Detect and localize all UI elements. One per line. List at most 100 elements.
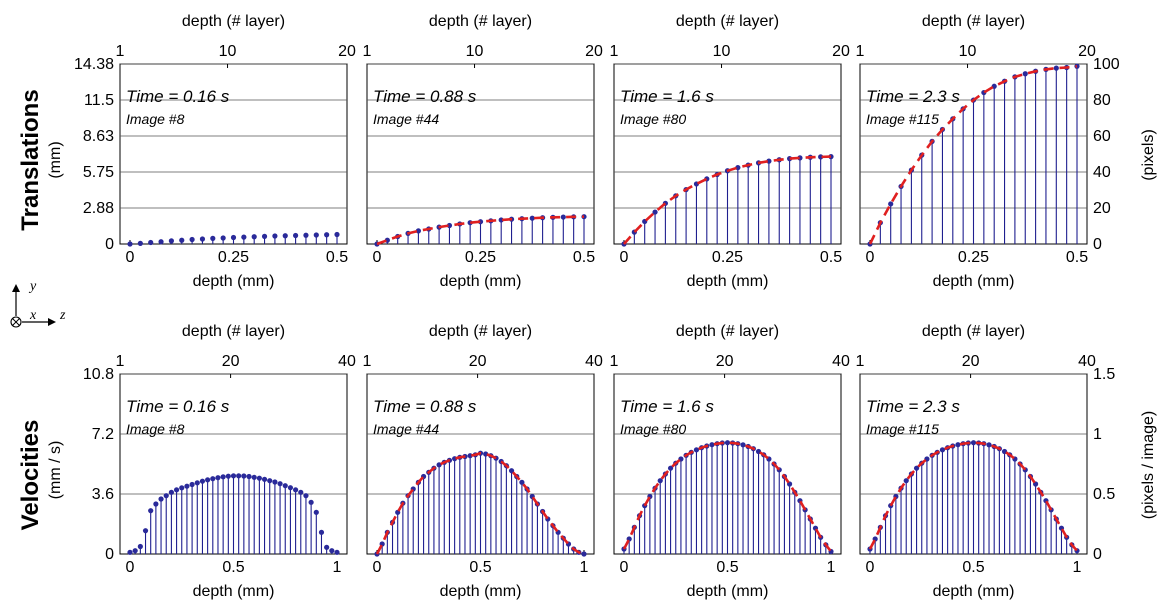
- data-point: [709, 442, 715, 448]
- y-tick-label: 2.88: [83, 200, 114, 217]
- data-point: [173, 487, 180, 493]
- data-point: [324, 232, 330, 238]
- y-tick-label: 8.63: [83, 128, 114, 145]
- image-label: Image #115: [866, 111, 939, 127]
- x2-tick-label: 20: [469, 353, 487, 370]
- time-label: Time = 1.6 s: [620, 397, 714, 416]
- y-tick-label: 0: [105, 236, 114, 253]
- x-axis-label: depth (mm): [687, 583, 769, 600]
- time-label: Time = 0.88 s: [373, 397, 477, 416]
- x2-tick-label: 1: [610, 353, 619, 370]
- data-point: [137, 240, 143, 246]
- data-point: [142, 528, 149, 534]
- data-point: [334, 231, 340, 238]
- data-point: [313, 232, 319, 238]
- data-point: [1022, 71, 1028, 77]
- y2-tick-label: 0.5: [1093, 486, 1115, 503]
- fit-curve: [375, 451, 585, 556]
- data-point: [230, 234, 237, 241]
- x2-tick-label: 40: [832, 353, 850, 370]
- data-point: [210, 235, 216, 241]
- image-label: Image #44: [373, 111, 439, 127]
- x2-tick-label: 20: [338, 43, 356, 60]
- x2-tick-label: 40: [1078, 353, 1096, 370]
- x-tick-label: 0.5: [222, 559, 244, 576]
- x-tick-label: 0: [866, 249, 875, 266]
- panel-velocities-3: 0 0.5 1 depth (mm) 1 20 40 depth (# layer) Time …: [610, 323, 850, 600]
- x2-axis-label: depth (# layer): [182, 13, 285, 30]
- data-point: [888, 201, 894, 207]
- x-axis-label: depth (mm): [193, 273, 275, 290]
- data-point: [127, 241, 133, 247]
- x-tick-label: 0.5: [1066, 249, 1088, 266]
- data-point: [277, 481, 283, 487]
- data-point: [724, 440, 731, 446]
- x-axis-label: depth (mm): [687, 273, 769, 290]
- y-tick-label: 10.8: [83, 366, 114, 383]
- x2-tick-label: 20: [585, 43, 603, 60]
- image-label: Image #8: [126, 421, 185, 437]
- y2-tick-label: 0: [1093, 236, 1102, 253]
- time-label: Time = 0.16 s: [126, 87, 230, 106]
- data-point: [298, 489, 304, 495]
- data-point: [272, 479, 278, 485]
- data-point: [189, 236, 195, 243]
- data-point: [230, 473, 237, 479]
- data-point: [148, 508, 154, 514]
- data-point: [168, 489, 174, 495]
- data-point: [256, 475, 262, 481]
- velocities-left-unit: (mm / s): [47, 441, 64, 500]
- data-point: [324, 544, 330, 550]
- data-point: [220, 235, 226, 241]
- data-point: [903, 478, 909, 484]
- y-tick-label: 0: [105, 546, 114, 563]
- data-point: [329, 548, 335, 554]
- data-point: [519, 479, 525, 485]
- axis-x-label: x: [29, 308, 37, 323]
- data-point: [261, 233, 268, 239]
- fit-curve: [868, 65, 1078, 245]
- time-label: Time = 0.16 s: [126, 397, 230, 416]
- data-point: [246, 473, 252, 480]
- y2-tick-label: 80: [1093, 92, 1111, 109]
- y-tick-label: 14.38: [74, 56, 114, 73]
- data-point: [148, 239, 154, 246]
- x-tick-label: 1: [827, 559, 836, 576]
- data-point: [955, 442, 961, 448]
- data-point: [153, 501, 159, 507]
- plot-frame: [366, 63, 595, 245]
- data-point: [318, 529, 325, 535]
- y2-tick-label: 1.5: [1093, 366, 1115, 383]
- data-point: [287, 485, 294, 491]
- data-point: [127, 549, 133, 555]
- panel-translations-3: 0 0.25 0.5 depth (mm) 1 10 20 depth (# layer) Ti…: [610, 13, 850, 290]
- data-point: [652, 209, 658, 215]
- data-point: [261, 476, 268, 482]
- x2-tick-label: 1: [116, 43, 125, 60]
- panel-velocities-4: 0 0.5 1 depth (mm) 1 20 40 depth (# layer) 0 0.5 1…: [856, 323, 1116, 600]
- x2-tick-label: 1: [610, 43, 619, 60]
- panel-velocities-2: 0 0.5 1 depth (mm) 1 20 40 depth (# layer) Time …: [363, 323, 603, 600]
- y2-tick-label: 20: [1093, 200, 1111, 217]
- data-point: [293, 487, 299, 493]
- y-tick-label: 3.6: [92, 486, 114, 503]
- x2-axis-label: depth (# layer): [676, 323, 779, 340]
- data-point: [667, 465, 674, 471]
- data-point: [251, 234, 257, 240]
- fit-curve: [622, 441, 833, 553]
- time-label: Time = 2.3 s: [866, 87, 960, 106]
- y2-tick-label: 100: [1093, 56, 1120, 73]
- time-label: Time = 1.6 s: [620, 87, 714, 106]
- y2-tick-label: 1: [1093, 426, 1102, 443]
- data-point: [199, 478, 206, 484]
- data-point: [282, 233, 288, 239]
- x-tick-label: 0.5: [962, 559, 984, 576]
- data-point: [657, 478, 663, 484]
- data-point: [1053, 65, 1059, 71]
- velocities-right-unit: (pixels / image): [1140, 411, 1157, 519]
- y2-tick-label: 0: [1093, 546, 1102, 563]
- fit-curve: [623, 155, 832, 245]
- x2-tick-label: 40: [338, 353, 356, 370]
